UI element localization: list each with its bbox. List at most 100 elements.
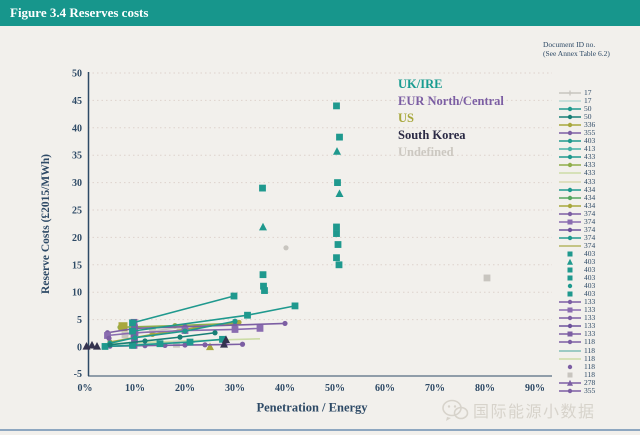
y-tick-label: 35 bbox=[72, 151, 82, 162]
watermark-text: 国际能源小数据 bbox=[473, 402, 596, 421]
data-point-triangle bbox=[93, 341, 101, 350]
legend-item-50: 50 bbox=[558, 105, 638, 113]
legend-item-133: 133 bbox=[558, 306, 638, 314]
legend-item-label: 118 bbox=[584, 353, 595, 363]
series-uk-ire-433 bbox=[107, 330, 218, 348]
data-point-triangle bbox=[206, 342, 214, 351]
legend-item-413: 413 bbox=[558, 145, 638, 153]
legend-item-label: 133 bbox=[584, 321, 596, 331]
legend-item-label: 433 bbox=[584, 152, 596, 162]
legend-item-label: 434 bbox=[584, 200, 596, 210]
legend-item-403: 403 bbox=[558, 290, 638, 298]
legend-item-label: 403 bbox=[584, 265, 596, 275]
legend-item-118: 118 bbox=[558, 338, 638, 346]
legend-item-label: 133 bbox=[584, 313, 596, 323]
y-tick-label: 15 bbox=[72, 260, 82, 271]
legend-marker bbox=[567, 258, 573, 265]
data-point-dot bbox=[239, 341, 246, 347]
legend-marker bbox=[559, 340, 581, 345]
data-point-dot bbox=[182, 328, 188, 334]
y-tick-label: 5 bbox=[77, 315, 82, 326]
legend-item-label: 433 bbox=[584, 176, 596, 186]
y-tick-label: 10 bbox=[72, 288, 82, 299]
data-point-triangle bbox=[259, 222, 267, 231]
data-point-dot bbox=[202, 342, 208, 348]
data-point-square bbox=[121, 331, 129, 339]
series-eur-north-central-118 bbox=[106, 335, 112, 341]
legend-marker bbox=[559, 211, 581, 216]
series-uk-ire-413 bbox=[129, 302, 299, 335]
x-tick-label: 70% bbox=[425, 383, 445, 394]
legend-item-label: 374 bbox=[584, 224, 596, 234]
data-point-square bbox=[256, 324, 264, 332]
legend-item-label: 434 bbox=[584, 184, 596, 194]
data-point-square bbox=[219, 335, 226, 343]
legend-marker bbox=[559, 203, 581, 208]
legend-marker bbox=[559, 123, 581, 128]
series-south-korea-278 bbox=[82, 335, 230, 350]
legend-marker bbox=[567, 267, 573, 273]
data-point-triangle bbox=[333, 147, 341, 155]
legend-marker bbox=[559, 388, 581, 393]
legend-marker bbox=[567, 364, 573, 369]
legend-item-label: 374 bbox=[584, 208, 596, 218]
data-point-triangle bbox=[88, 340, 96, 349]
data-point-square bbox=[333, 254, 340, 262]
legend-header-line1: Document ID no. bbox=[543, 40, 596, 49]
region-label-eur-north-central: EUR North/Central bbox=[398, 94, 504, 108]
data-point-square bbox=[334, 241, 342, 248]
legend-item-403: 403 bbox=[558, 258, 638, 266]
data-point-dot bbox=[177, 334, 183, 340]
legend-item-133: 133 bbox=[558, 330, 638, 338]
legend-item-355: 355 bbox=[558, 386, 638, 395]
region-label-south-korea: South Korea bbox=[398, 128, 466, 142]
series-uk-ire-403 bbox=[129, 292, 238, 327]
legend-marker bbox=[559, 100, 581, 102]
y-tick-label: 25 bbox=[72, 206, 82, 217]
series-undefined-118 bbox=[283, 245, 289, 251]
legend-item-374: 374 bbox=[558, 217, 638, 226]
data-point-dot bbox=[236, 319, 242, 325]
legend-item-403: 403 bbox=[558, 282, 638, 290]
legend-item-336: 336 bbox=[558, 121, 638, 129]
legend-item-403: 403 bbox=[558, 137, 638, 145]
data-point-square bbox=[261, 287, 268, 294]
data-point-dot bbox=[182, 342, 188, 348]
region-label-undefined: Undefined bbox=[398, 145, 454, 159]
watermark: 国际能源小数据 bbox=[441, 398, 596, 422]
legend-item-278: 278 bbox=[558, 377, 638, 387]
legend-item-374: 374 bbox=[558, 241, 638, 250]
legend-item-118: 118 bbox=[558, 353, 638, 363]
legend-marker bbox=[567, 372, 573, 378]
data-point-square bbox=[149, 327, 156, 335]
legend-marker bbox=[567, 291, 573, 297]
series-undefined-118 bbox=[173, 274, 491, 348]
data-point-square bbox=[244, 311, 251, 319]
series-uk-ire-403 bbox=[259, 147, 344, 231]
legend-item-434: 434 bbox=[558, 184, 638, 194]
legend-item-403: 403 bbox=[558, 274, 638, 282]
y-tick-label: 20 bbox=[72, 233, 82, 244]
legend-marker bbox=[567, 251, 573, 257]
x-tick-label: 30% bbox=[225, 383, 245, 394]
data-point-square bbox=[335, 261, 343, 269]
legend-marker bbox=[559, 139, 581, 144]
legend-item-label: 17 bbox=[584, 88, 592, 98]
legend-item-118: 118 bbox=[558, 362, 638, 371]
y-tick-label: 45 bbox=[72, 96, 82, 107]
legend-marker bbox=[559, 316, 581, 321]
data-point-square bbox=[260, 282, 267, 290]
region-label-uk-ire: UK/IRE bbox=[398, 77, 443, 91]
legend-item-433: 433 bbox=[558, 153, 638, 161]
x-tick-label: 0% bbox=[78, 383, 93, 394]
legend-item-133: 133 bbox=[558, 314, 638, 322]
legend-marker bbox=[559, 180, 581, 183]
legend-item-355: 355 bbox=[558, 129, 638, 137]
legend-header-line2: (See Annex Table 6.2) bbox=[543, 49, 610, 58]
data-point-dot bbox=[142, 338, 148, 344]
legend-item-374: 374 bbox=[558, 224, 638, 234]
legend-item-label: 278 bbox=[584, 377, 596, 387]
series-us-434 bbox=[206, 342, 214, 351]
legend-marker bbox=[567, 283, 573, 289]
y-tick-label: -5 bbox=[74, 369, 82, 380]
